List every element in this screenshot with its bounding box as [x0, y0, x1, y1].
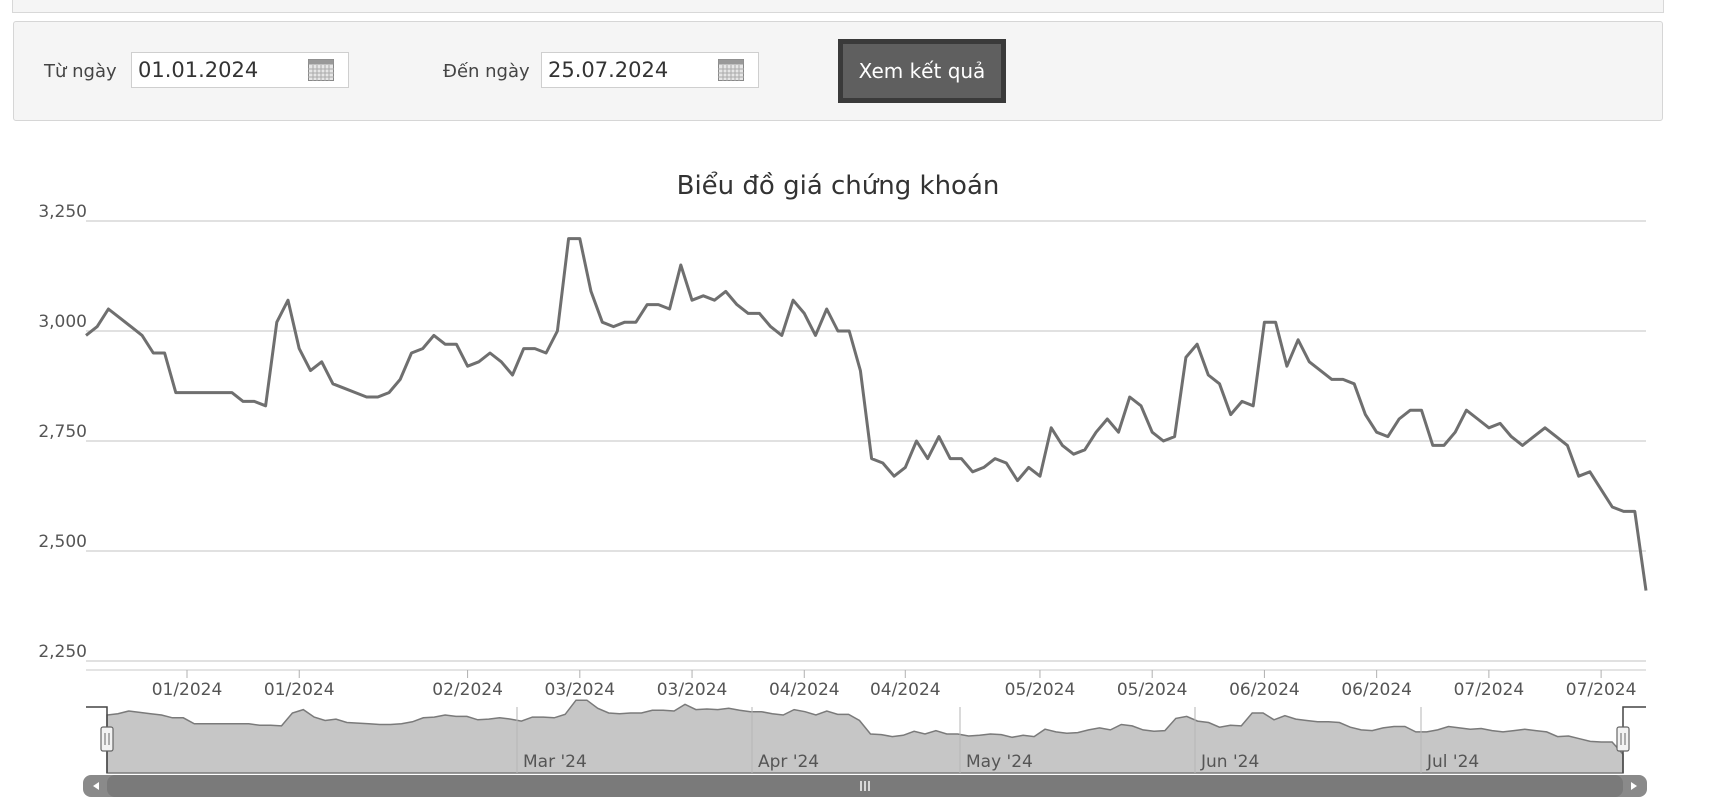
y-tick-label: 3,250 [38, 202, 87, 222]
x-tick-label: 03/2024 [657, 680, 728, 700]
x-tick-label: 05/2024 [1117, 680, 1188, 700]
navigator-month-label: Apr '24 [758, 752, 819, 772]
scroll-left-arrow-icon[interactable] [93, 782, 99, 790]
x-tick-label: 06/2024 [1341, 680, 1412, 700]
x-tick-label: 07/2024 [1566, 680, 1637, 700]
navigator-month-label: Jul '24 [1426, 752, 1479, 772]
from-date-field[interactable]: 01.01.2024 [131, 52, 349, 88]
chart-title: Biểu đồ giá chứng khoán [677, 170, 1000, 201]
navigator-month-label: Mar '24 [523, 752, 587, 772]
calendar-icon[interactable] [308, 59, 334, 81]
navigator-handle[interactable] [1616, 726, 1630, 752]
from-date-label: Từ ngày [44, 61, 117, 82]
view-results-button[interactable]: Xem kết quả [838, 39, 1006, 103]
to-date-value[interactable]: 25.07.2024 [548, 58, 669, 82]
from-date-value[interactable]: 01.01.2024 [138, 58, 259, 82]
top-panel-edge [12, 0, 1664, 13]
x-tick-label: 07/2024 [1454, 680, 1525, 700]
to-date-label: Đến ngày [443, 61, 530, 82]
scroll-right-arrow-icon[interactable] [1631, 782, 1637, 790]
price-series-line [85, 237, 1648, 591]
calendar-icon[interactable] [718, 59, 744, 81]
y-tick-label: 3,000 [38, 312, 87, 332]
navigator-handle[interactable] [100, 726, 114, 752]
x-tick-label: 03/2024 [545, 680, 616, 700]
navigator-series-area [106, 699, 1624, 774]
x-tick-label: 02/2024 [432, 680, 503, 700]
x-tick-label: 06/2024 [1229, 680, 1300, 700]
stock-price-chart: Biểu đồ giá chứng khoán 3,250 3,000 2,750 2… [38, 170, 1648, 797]
to-date-field[interactable]: 25.07.2024 [541, 52, 759, 88]
x-tick-label: 04/2024 [870, 680, 941, 700]
y-tick-label: 2,500 [38, 532, 87, 552]
y-tick-label: 2,250 [38, 642, 87, 662]
x-tick-label: 01/2024 [152, 680, 223, 700]
x-tick-label: 04/2024 [769, 680, 840, 700]
navigator-month-label: May '24 [966, 752, 1033, 772]
x-tick-label: 05/2024 [1005, 680, 1076, 700]
range-navigator[interactable]: Mar '24 Apr '24 May '24 Jun '24 Jul '24 [83, 699, 1647, 797]
x-tick-label: 01/2024 [264, 680, 335, 700]
y-tick-label: 2,750 [38, 422, 87, 442]
navigator-month-label: Jun '24 [1200, 752, 1259, 772]
view-results-label[interactable]: Xem kết quả [843, 44, 1001, 98]
